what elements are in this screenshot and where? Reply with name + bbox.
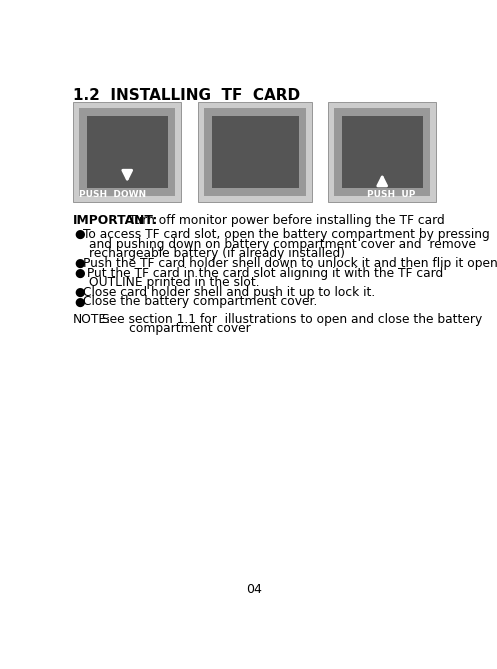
Bar	[328, 102, 436, 202]
Text: ●: ●	[75, 228, 85, 241]
Bar	[79, 108, 175, 196]
Text: and pushing down on battery compartment cover and  remove: and pushing down on battery compartment …	[89, 237, 476, 251]
Text: Close the battery compartment cover.: Close the battery compartment cover.	[83, 296, 318, 308]
Text: ●: ●	[75, 296, 85, 308]
Text: Put the TF card in the card slot aligning it with the TF card: Put the TF card in the card slot alignin…	[83, 267, 443, 280]
Text: ●: ●	[75, 286, 85, 299]
Text: To access TF card slot, open the battery compartment by pressing: To access TF card slot, open the battery…	[83, 228, 490, 241]
Text: compartment cover: compartment cover	[102, 322, 251, 335]
Text: PUSH  DOWN: PUSH DOWN	[79, 191, 146, 199]
Text: Turn off monitor power before installing the TF card: Turn off monitor power before installing…	[125, 214, 445, 227]
Text: ●: ●	[75, 257, 85, 270]
Bar	[73, 102, 181, 202]
Bar	[87, 116, 167, 188]
Text: ●: ●	[75, 267, 85, 280]
Text: Push the TF card holder shell down to unlock it and then flip it open.: Push the TF card holder shell down to un…	[83, 257, 497, 270]
Bar	[198, 102, 313, 202]
Bar	[212, 116, 299, 188]
Text: NOTE:: NOTE:	[73, 313, 111, 326]
Bar	[204, 108, 306, 196]
Text: Close card holder shell and push it up to lock it.: Close card holder shell and push it up t…	[83, 286, 375, 299]
Bar	[342, 116, 422, 188]
Text: 1.2  INSTALLING  TF  CARD: 1.2 INSTALLING TF CARD	[73, 88, 300, 103]
Text: PUSH  UP: PUSH UP	[367, 191, 415, 199]
Text: OUTLINE printed in the slot.: OUTLINE printed in the slot.	[89, 276, 260, 289]
Text: IMPORTANT:: IMPORTANT:	[73, 214, 158, 227]
Text: See section 1.1 for  illustrations to open and close the battery: See section 1.1 for illustrations to ope…	[102, 313, 483, 326]
Text: 04: 04	[247, 583, 262, 596]
Bar	[334, 108, 430, 196]
Text: rechargeable battery (if already installed): rechargeable battery (if already install…	[89, 248, 345, 260]
